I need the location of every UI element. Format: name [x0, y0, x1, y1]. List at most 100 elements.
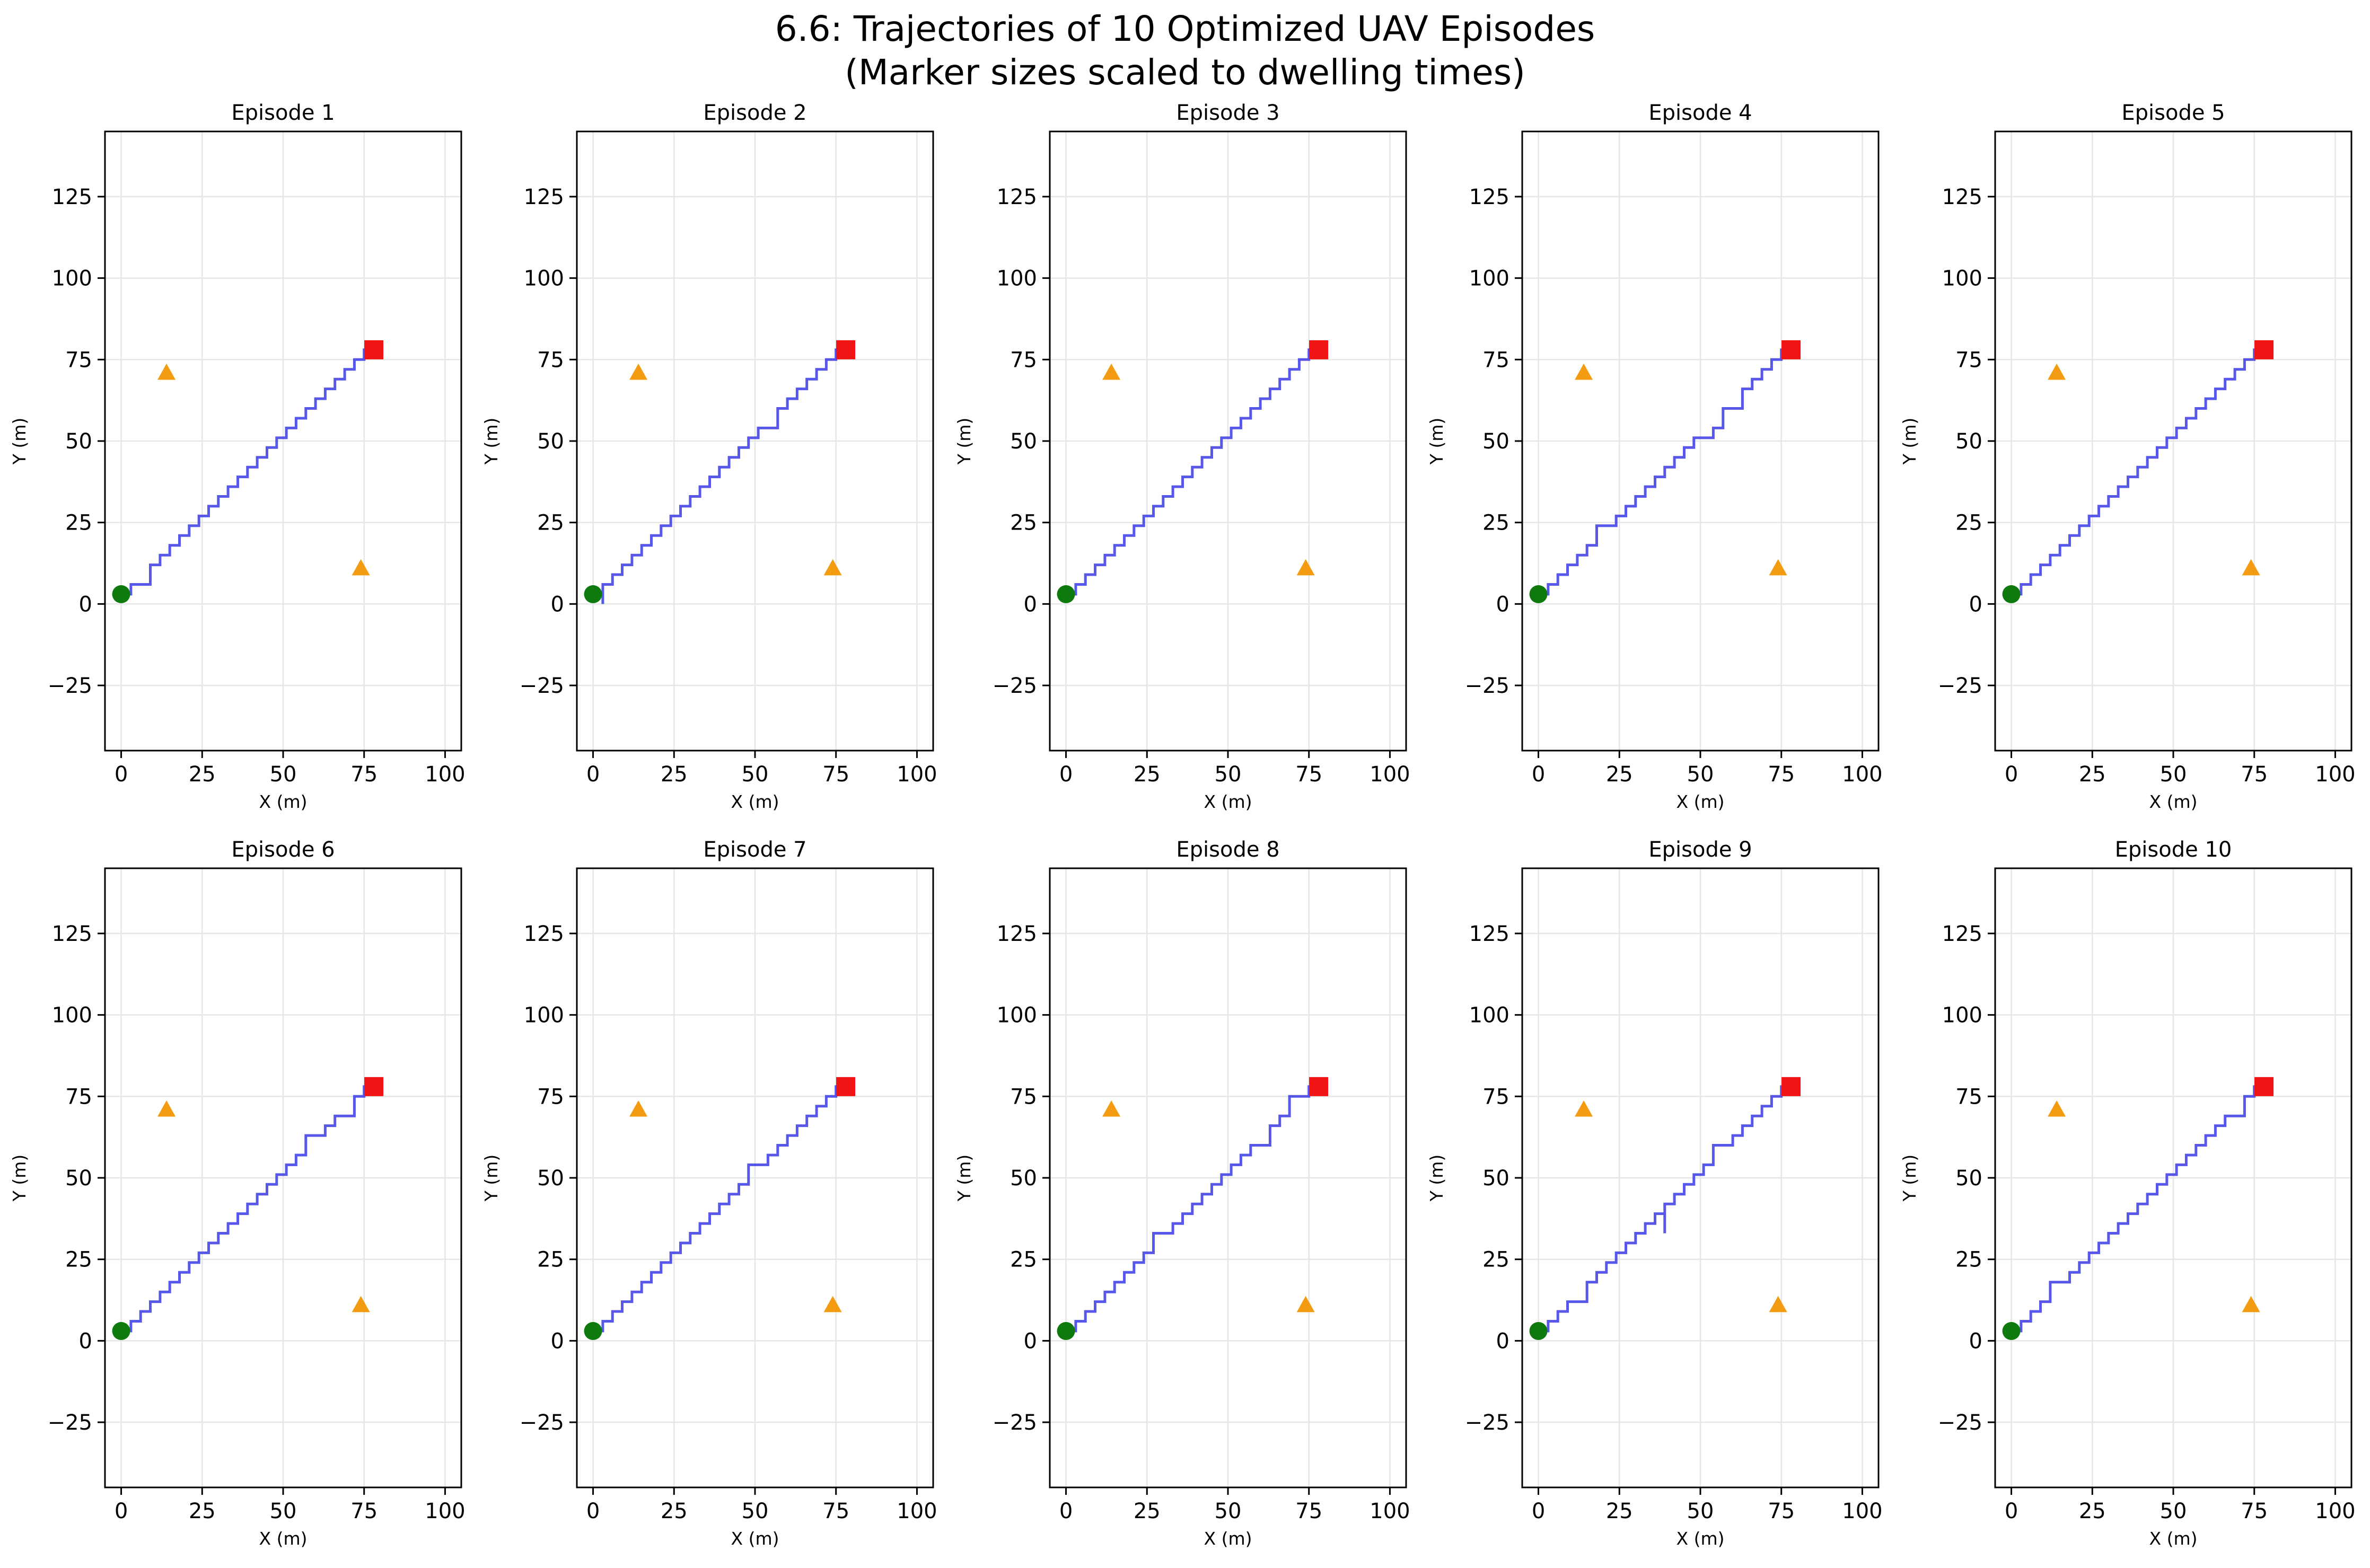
y-tick-label: −25 [993, 1411, 1037, 1435]
poi-marker [157, 1100, 176, 1117]
y-tick-label: 25 [1482, 511, 1509, 535]
x-tick-label: 75 [2241, 762, 2268, 787]
y-tick-label: −25 [993, 674, 1037, 698]
trajectory-line [1538, 348, 1792, 596]
subplot-episode-6: 0 25 50 75 100 −25 0 25 50 75 100 125 Episode 6 X (m)… [9, 838, 466, 1549]
subplot-title: Episode 3 [1176, 101, 1279, 125]
y-tick-label: 50 [65, 429, 92, 454]
poi-marker [1296, 559, 1315, 576]
end-marker [2254, 340, 2274, 359]
poi-marker [629, 363, 648, 380]
y-axis-label: Y (m) [9, 1155, 30, 1202]
y-tick-label: 50 [1955, 429, 1982, 454]
trajectory-line [2011, 1085, 2264, 1333]
x-tick-label: 100 [2315, 762, 2355, 787]
x-tick-label: 0 [1532, 762, 1545, 787]
y-tick-label: 75 [1955, 348, 1982, 372]
x-tick-label: 0 [115, 762, 128, 787]
poi-marker [1769, 1296, 1787, 1312]
poi-marker [2242, 559, 2260, 576]
x-tick-label: 75 [1295, 762, 1322, 787]
x-tick-label: 50 [270, 762, 297, 787]
x-tick-label: 100 [2315, 1499, 2355, 1523]
y-tick-label: 75 [537, 348, 564, 372]
x-tick-label: 50 [2160, 1499, 2187, 1523]
x-axis-label: X (m) [259, 1528, 308, 1549]
y-tick-label: 50 [1010, 429, 1037, 454]
poi-marker [629, 1100, 648, 1117]
subplot-episode-7: 0 25 50 75 100 −25 0 25 50 75 100 125 Episode 7 X (m)… [481, 838, 937, 1549]
end-marker [1781, 1077, 1801, 1096]
poi-marker [823, 559, 842, 576]
y-tick-label: 125 [524, 185, 564, 209]
x-tick-label: 75 [822, 762, 849, 787]
x-tick-label: 0 [1059, 1499, 1073, 1523]
subplot-episode-2: 0 25 50 75 100 −25 0 25 50 75 100 125 Episode 2 X (m)… [481, 101, 937, 812]
poi-marker [1296, 1296, 1315, 1312]
poi-marker [1575, 1100, 1593, 1117]
x-tick-label: 100 [897, 1499, 937, 1523]
start-marker [1529, 585, 1548, 603]
y-axis-label: Y (m) [1899, 1155, 1920, 1202]
y-tick-label: 125 [1469, 922, 1509, 946]
poi-marker [1769, 559, 1787, 576]
y-tick-label: 125 [1942, 922, 1982, 946]
y-tick-label: 25 [1482, 1248, 1509, 1272]
x-tick-label: 25 [1606, 1499, 1633, 1523]
end-marker [836, 1077, 856, 1096]
x-tick-label: 25 [661, 1499, 688, 1523]
end-marker [2254, 1077, 2274, 1096]
x-tick-label: 0 [115, 1499, 128, 1523]
subplot-episode-1: 0 25 50 75 100 −25 0 25 50 75 100 125 Episode 1 X (m)… [9, 101, 466, 812]
trajectory-line [121, 348, 374, 596]
x-tick-label: 25 [1134, 762, 1161, 787]
x-axis-label: X (m) [2149, 791, 2198, 812]
subplot-episode-10: 0 25 50 75 100 −25 0 25 50 75 100 125 Episode 10 X (m… [1899, 838, 2356, 1549]
start-marker [112, 1322, 130, 1340]
y-tick-label: 25 [1010, 511, 1037, 535]
x-axis-label: X (m) [259, 791, 308, 812]
x-tick-label: 75 [1768, 762, 1795, 787]
x-tick-label: 75 [350, 1499, 378, 1523]
x-tick-label: 50 [270, 1499, 297, 1523]
x-tick-label: 0 [1532, 1499, 1545, 1523]
y-tick-label: 100 [52, 1003, 92, 1028]
y-tick-label: −25 [520, 1411, 564, 1435]
y-tick-label: −25 [1465, 1411, 1509, 1435]
y-tick-label: 0 [79, 1329, 92, 1353]
x-tick-label: 25 [2079, 1499, 2106, 1523]
x-tick-label: 0 [2005, 762, 2018, 787]
y-tick-label: 125 [1942, 185, 1982, 209]
start-marker [1057, 585, 1075, 603]
y-tick-label: 125 [524, 922, 564, 946]
y-tick-label: 0 [1496, 592, 1509, 616]
x-tick-label: 75 [1768, 1499, 1795, 1523]
y-axis-label: Y (m) [1426, 418, 1447, 465]
y-tick-label: 25 [1955, 1248, 1982, 1272]
x-axis-label: X (m) [1204, 1528, 1252, 1549]
y-axis-label: Y (m) [9, 418, 30, 465]
y-tick-label: 50 [1482, 1166, 1509, 1191]
poi-marker [157, 363, 176, 380]
y-tick-label: −25 [520, 674, 564, 698]
y-tick-label: 50 [1010, 1166, 1037, 1191]
y-tick-label: 75 [65, 348, 92, 372]
subplot-title: Episode 9 [1648, 838, 1752, 862]
x-tick-label: 0 [586, 1499, 600, 1523]
y-axis-label: Y (m) [1899, 418, 1920, 465]
x-tick-label: 50 [1215, 762, 1242, 787]
x-tick-label: 100 [1842, 762, 1882, 787]
y-tick-label: 125 [52, 185, 92, 209]
y-tick-label: 0 [1024, 592, 1037, 616]
poi-marker [823, 1296, 842, 1312]
y-tick-label: 75 [1010, 348, 1037, 372]
y-axis-label: Y (m) [481, 1155, 502, 1202]
start-marker [1529, 1322, 1548, 1340]
x-tick-label: 25 [661, 762, 688, 787]
y-tick-label: 100 [1942, 1003, 1982, 1028]
trajectory-line [1066, 348, 1319, 596]
start-marker [2002, 585, 2021, 603]
x-axis-label: X (m) [2149, 1528, 2198, 1549]
x-tick-label: 0 [1059, 762, 1073, 787]
y-tick-label: 0 [1969, 1329, 1982, 1353]
